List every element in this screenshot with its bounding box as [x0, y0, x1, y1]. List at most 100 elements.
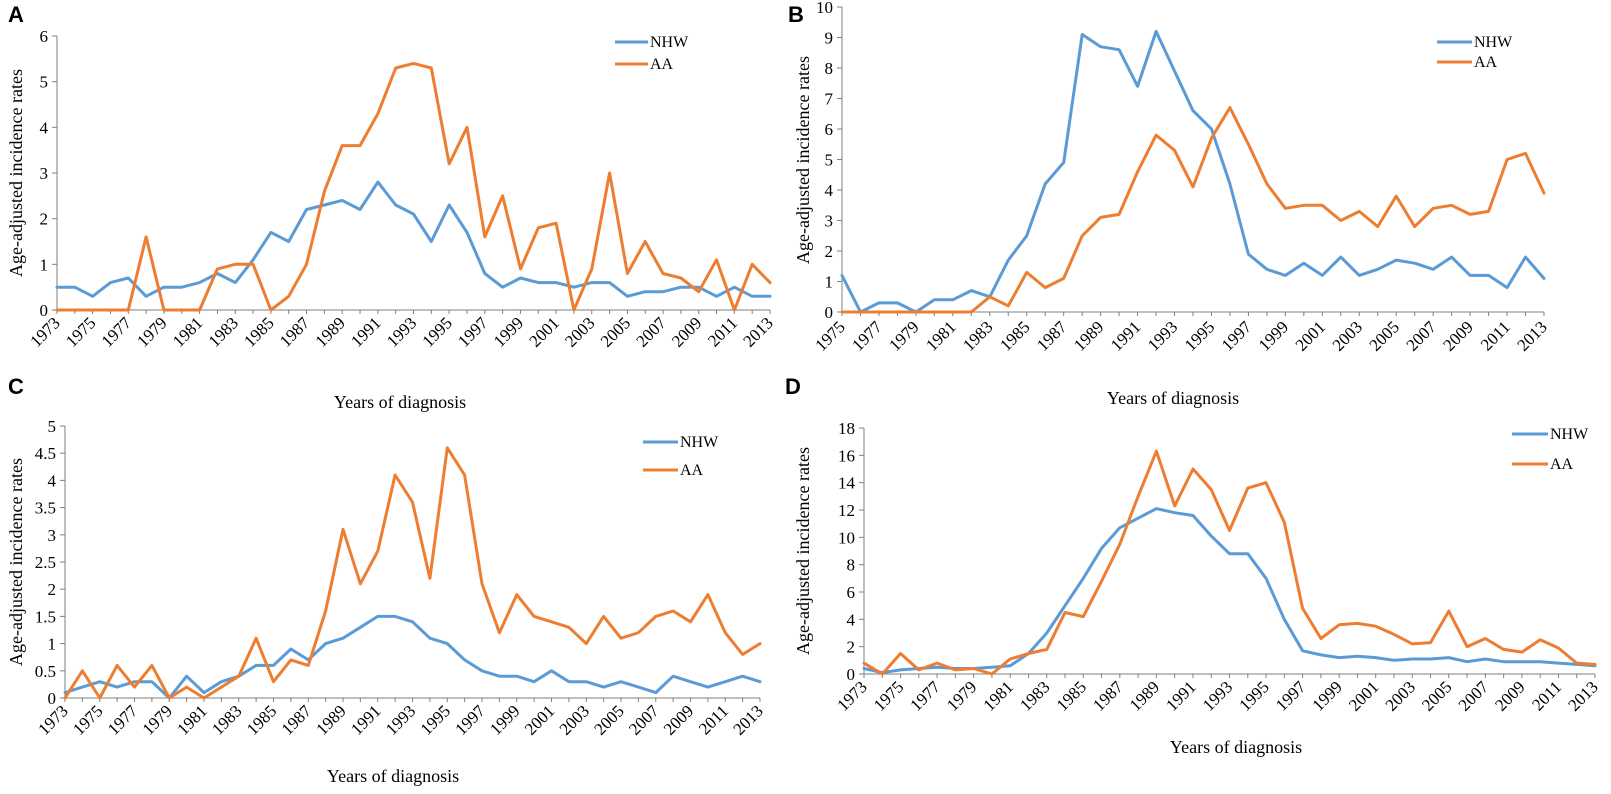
x-tick-label: 2013 [1513, 317, 1550, 354]
x-tick-label: 1999 [1255, 317, 1292, 354]
x-tick-label: 1975 [62, 313, 99, 350]
x-tick-label: 1981 [169, 313, 206, 350]
panel-letter: D [785, 374, 801, 399]
x-tick-label: 1995 [1235, 677, 1272, 714]
x-tick-label: 2001 [521, 701, 558, 738]
x-axis-title: Years of diagnosis [1170, 737, 1302, 757]
y-tick-label: 1 [48, 635, 57, 654]
x-tick-label: 1977 [906, 677, 944, 715]
x-tick-label: 1999 [486, 701, 523, 738]
y-tick-label: 1 [40, 255, 49, 274]
y-tick-label: 4 [847, 610, 856, 629]
x-tick-label: 1999 [490, 313, 527, 350]
y-axis-title: Age-adjusted incidence rates [793, 56, 813, 264]
y-tick-label: 0.5 [35, 662, 56, 681]
y-tick-label: 3.5 [35, 499, 56, 518]
x-tick-label: 1977 [104, 701, 142, 739]
x-tick-label: 2003 [556, 701, 593, 738]
x-tick-label: 1983 [959, 317, 996, 354]
x-tick-label: 1989 [1126, 677, 1163, 714]
legend-label-nhw: NHW [650, 34, 689, 51]
x-tick-label: 1995 [417, 701, 454, 738]
y-axis-title: Age-adjusted incidence rates [793, 447, 813, 655]
x-tick-label: 1999 [1309, 677, 1346, 714]
x-tick-label: 2007 [625, 701, 663, 739]
y-tick-label: 0 [40, 301, 49, 320]
y-tick-label: 3 [48, 526, 57, 545]
x-axis-title: Years of diagnosis [334, 392, 466, 412]
x-tick-label: 1975 [69, 701, 106, 738]
y-tick-label: 8 [847, 556, 856, 575]
x-tick-label: 1975 [811, 317, 848, 354]
x-tick-label: 1985 [240, 313, 277, 350]
x-tick-label: 2003 [1329, 317, 1366, 354]
x-tick-label: 2003 [1382, 677, 1419, 714]
panel-letter: B [788, 2, 804, 27]
y-tick-label: 4 [40, 118, 49, 137]
x-tick-label: 1987 [1089, 677, 1127, 715]
x-tick-label: 1981 [922, 317, 959, 354]
y-tick-label: 3 [40, 164, 49, 183]
x-tick-label: 1973 [26, 313, 63, 350]
y-tick-label: 14 [838, 474, 856, 493]
x-tick-label: 1989 [312, 701, 349, 738]
x-tick-label: 1991 [1162, 677, 1199, 714]
legend-label-aa: AA [680, 462, 704, 479]
y-axis-title: Age-adjusted incidence rates [6, 69, 26, 277]
x-tick-label: 2005 [590, 701, 627, 738]
x-tick-label: 2011 [704, 313, 741, 350]
x-tick-label: 1987 [1033, 317, 1071, 355]
x-tick-label: 2001 [525, 313, 562, 350]
x-tick-label: 2001 [1292, 317, 1329, 354]
x-tick-label: 1981 [173, 701, 210, 738]
legend-label-nhw: NHW [1474, 34, 1513, 51]
y-tick-label: 2 [48, 580, 57, 599]
y-tick-label: 7 [825, 90, 834, 109]
y-tick-label: 6 [847, 583, 856, 602]
y-tick-label: 5 [48, 417, 57, 436]
x-tick-label: 1973 [34, 701, 71, 738]
y-tick-label: 4 [48, 471, 57, 490]
y-tick-label: 4.5 [35, 444, 56, 463]
y-axis-title: Age-adjusted incidence rates [6, 458, 26, 666]
y-tick-label: 16 [838, 446, 855, 465]
chart-panel-d: D 0 2 4 6 8 10 12 14 16 18 1973 1975 1977 1979 1981 1983… [785, 374, 1602, 757]
y-tick-label: 6 [40, 27, 49, 46]
x-tick-label: 2007 [632, 313, 670, 351]
x-tick-label: 1985 [996, 317, 1033, 354]
chart-panel-a: A 0 1 2 3 4 5 6 19731975197719791981198319851987… [6, 2, 777, 412]
x-tick-label: 2009 [660, 701, 697, 738]
x-tick-label: 2003 [561, 313, 598, 350]
x-tick-label: 2011 [695, 701, 732, 738]
y-tick-label: 9 [825, 29, 834, 48]
x-tick-label: 1973 [833, 677, 870, 714]
series-line-nhw [55, 180, 772, 298]
y-tick-label: 2 [40, 210, 49, 229]
x-tick-label: 1979 [943, 677, 980, 714]
x-tick-label: 2005 [1366, 317, 1403, 354]
x-tick-label: 1977 [98, 313, 136, 351]
legend-label-aa: AA [1474, 54, 1498, 71]
y-tick-label: 1.5 [35, 607, 56, 626]
x-tick-label: 2011 [1528, 677, 1565, 714]
x-tick-label: 2007 [1455, 677, 1493, 715]
panel-letter: C [8, 374, 24, 399]
series-line-nhw [862, 507, 1597, 675]
x-tick-label: 1993 [1199, 677, 1236, 714]
x-tick-label: 1987 [276, 313, 314, 351]
y-tick-label: 12 [838, 501, 855, 520]
panel-letter: A [8, 2, 24, 27]
x-tick-label: 1989 [312, 313, 349, 350]
chart-panel-c: C00.511.522.533.544.55197319751977197919… [6, 374, 767, 786]
x-tick-label: 1979 [885, 317, 922, 354]
x-tick-label: 1991 [347, 701, 384, 738]
x-tick-label: 1993 [383, 313, 420, 350]
y-tick-label: 2 [825, 242, 834, 261]
x-tick-label: 1995 [419, 313, 456, 350]
series-line-nhw [840, 29, 1546, 314]
series-line-aa [862, 449, 1597, 676]
x-tick-label: 2005 [1418, 677, 1455, 714]
x-tick-label: 1997 [454, 313, 492, 351]
